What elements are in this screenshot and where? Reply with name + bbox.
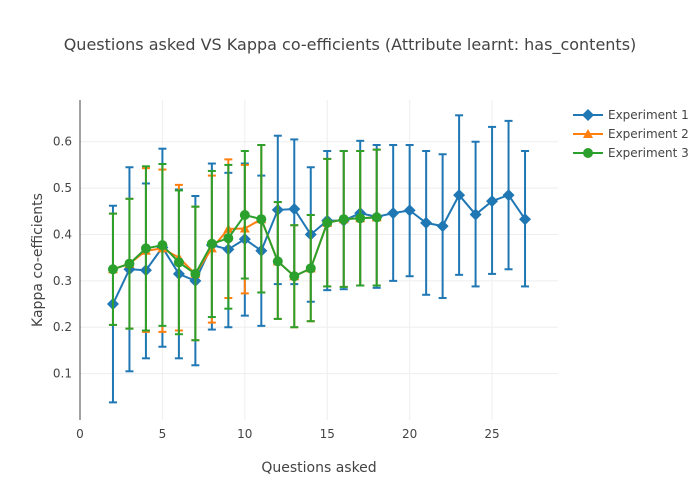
data-point bbox=[206, 238, 217, 249]
data-point bbox=[223, 233, 234, 244]
data-point bbox=[371, 212, 382, 223]
data-point bbox=[173, 257, 184, 268]
x-tick-label: 15 bbox=[320, 427, 335, 441]
data-point bbox=[288, 202, 301, 215]
data-point bbox=[338, 214, 349, 225]
x-tick-label: 20 bbox=[402, 427, 417, 441]
y-tick-label: 0.4 bbox=[53, 227, 72, 241]
data-point bbox=[140, 243, 151, 254]
x-tick-label: 10 bbox=[237, 427, 252, 441]
data-point bbox=[107, 264, 118, 275]
y-tick-label: 0.3 bbox=[53, 274, 72, 288]
series-3 bbox=[107, 143, 382, 342]
data-point bbox=[436, 220, 449, 233]
legend-label: Experiment 1 bbox=[608, 108, 689, 122]
data-point bbox=[272, 256, 283, 267]
data-point bbox=[387, 207, 400, 220]
series-line bbox=[112, 193, 526, 305]
plot-area bbox=[106, 114, 532, 404]
legend-marker bbox=[583, 148, 593, 158]
data-point bbox=[486, 195, 499, 208]
y-ticks: 0.1 0.2 0.3 0.4 0.5 0.6 bbox=[53, 135, 72, 381]
series-1 bbox=[106, 114, 532, 404]
x-tick-label: 0 bbox=[76, 427, 84, 441]
y-axis-title: Kappa co-efficients bbox=[30, 193, 46, 327]
data-point bbox=[469, 208, 482, 221]
data-point bbox=[256, 214, 267, 225]
legend-item-1[interactable]: Experiment 1 bbox=[573, 108, 689, 122]
data-point bbox=[502, 189, 515, 202]
legend-marker bbox=[583, 129, 593, 138]
legend-item-3[interactable]: Experiment 3 bbox=[573, 146, 689, 160]
x-ticks: 0 5 10 15 20 25 bbox=[76, 427, 500, 441]
y-tick-label: 0.5 bbox=[53, 181, 72, 195]
data-point bbox=[239, 210, 250, 221]
legend-item-2[interactable]: Experiment 2 bbox=[573, 127, 689, 141]
data-point bbox=[519, 213, 532, 226]
data-point bbox=[124, 258, 135, 269]
legend[interactable]: Experiment 1 Experiment 2 Experiment 3 bbox=[573, 108, 689, 160]
grid-lines bbox=[80, 100, 558, 420]
y-tick-label: 0.2 bbox=[53, 320, 72, 334]
data-point bbox=[289, 271, 300, 282]
data-point bbox=[453, 189, 466, 202]
x-axis-title: Questions asked bbox=[261, 460, 376, 476]
chart-title: Questions asked VS Kappa co-efficients (… bbox=[64, 35, 637, 55]
y-tick-label: 0.1 bbox=[53, 367, 72, 381]
x-tick-label: 25 bbox=[484, 427, 499, 441]
legend-marker bbox=[582, 109, 594, 121]
data-point bbox=[305, 263, 316, 274]
x-tick-label: 5 bbox=[159, 427, 167, 441]
legend-label: Experiment 3 bbox=[608, 146, 689, 160]
data-point bbox=[190, 268, 201, 279]
data-point bbox=[420, 216, 433, 229]
data-point bbox=[157, 240, 168, 251]
data-point bbox=[403, 204, 416, 217]
y-tick-label: 0.6 bbox=[53, 135, 72, 149]
legend-label: Experiment 2 bbox=[608, 127, 689, 141]
data-point bbox=[322, 217, 333, 228]
data-point bbox=[355, 213, 366, 224]
